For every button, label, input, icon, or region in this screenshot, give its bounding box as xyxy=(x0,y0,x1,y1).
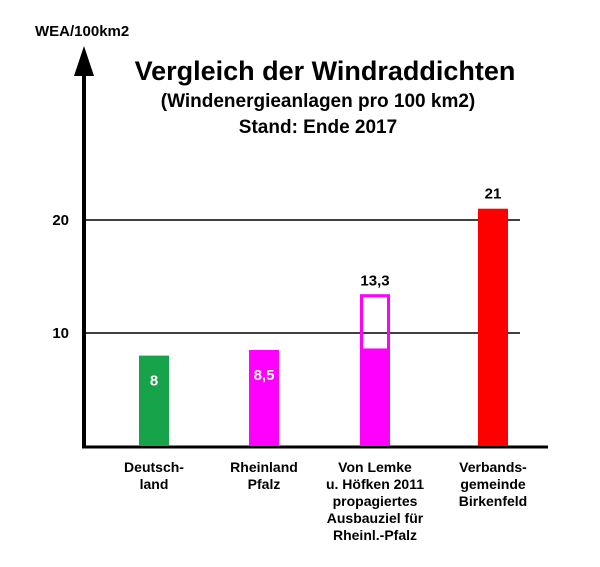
category-label-0: Deutsch-land xyxy=(124,459,184,492)
category-label-line: Deutsch- xyxy=(124,459,184,475)
bar-ausbauziel xyxy=(360,349,390,446)
data-label-birkenfeld: 21 xyxy=(485,186,502,203)
bar-ausbauziel-outline xyxy=(360,294,390,352)
data-label-ausbauziel: 13,3 xyxy=(360,273,389,290)
data-label-deutschland: 8 xyxy=(150,373,158,390)
category-label-3: Verbands-gemeinde Birkenfeld xyxy=(459,459,527,509)
y-axis-arrow xyxy=(74,46,94,76)
category-label-line: gemeinde xyxy=(460,476,526,492)
chart-subtitle: (Windenergieanlagen pro 100 km2) xyxy=(161,91,475,112)
category-label-line: propagiertes xyxy=(333,493,418,509)
y-tick-label-20: 20 xyxy=(52,212,69,229)
y-tick-label-10: 10 xyxy=(52,325,69,342)
y-axis-label: WEA/100km2 xyxy=(35,23,129,40)
data-label-rheinland-pfalz: 8,5 xyxy=(254,367,275,384)
bar-birkenfeld xyxy=(478,208,508,446)
category-label-2: Von Lemke u. Höfken 2011 propagiertes Ausba… xyxy=(326,459,424,543)
category-label-line: Birkenfeld xyxy=(459,493,527,509)
category-labels: Deutsch-land Rheinland Pfalz Von Lemke u. Hö… xyxy=(124,459,527,543)
category-label-line: u. Höfken 2011 xyxy=(326,476,424,492)
category-label-line: Ausbauziel für xyxy=(327,510,424,526)
category-label-line: land xyxy=(140,476,169,492)
category-label-1: Rheinland Pfalz xyxy=(230,459,298,492)
bar-rheinland-pfalz xyxy=(249,349,279,446)
category-label-line: Von Lemke xyxy=(338,459,412,475)
category-label-line: Rheinland xyxy=(230,459,298,475)
category-label-line: Rheinl.-Pfalz xyxy=(333,527,417,543)
chart-subtitle-2: Stand: Ende 2017 xyxy=(239,117,397,138)
chart-title: Vergleich der Windraddichten xyxy=(135,56,516,86)
bar-deutschland xyxy=(139,355,169,446)
category-label-line: Verbands- xyxy=(459,459,527,475)
category-label-line: Pfalz xyxy=(248,476,281,492)
